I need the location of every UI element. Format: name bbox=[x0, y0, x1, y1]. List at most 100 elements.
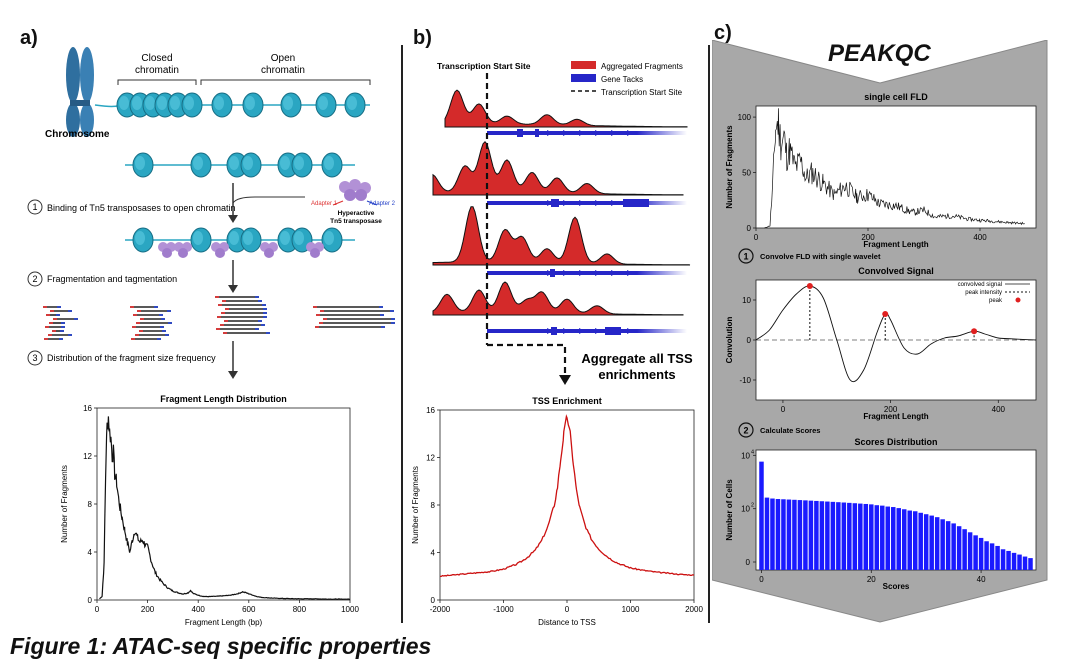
gene-direction-arrow bbox=[563, 270, 569, 276]
c-step2: 2 Calculate Scores bbox=[738, 422, 820, 438]
x-tick-label: 1000 bbox=[622, 605, 640, 614]
gene-direction-arrow bbox=[595, 130, 601, 136]
gene-direction-arrow bbox=[595, 328, 601, 334]
chromosome-label: Chromosome bbox=[45, 129, 110, 140]
step1-badge bbox=[27, 199, 43, 215]
x-tick-label: 20 bbox=[867, 575, 876, 584]
score-bar bbox=[962, 529, 967, 570]
y-tick-label: 12 bbox=[426, 454, 435, 463]
nucleosome-icon bbox=[190, 227, 212, 253]
gene-direction-arrow bbox=[563, 130, 569, 136]
y-tick-label: 0 bbox=[746, 558, 751, 567]
legend-swatch-gene bbox=[571, 74, 596, 82]
x-tick-label: 200 bbox=[141, 605, 155, 614]
x-tick-label: 200 bbox=[884, 405, 898, 414]
score-bar bbox=[803, 500, 808, 570]
score-bar bbox=[847, 502, 852, 570]
peak-marker bbox=[971, 328, 978, 335]
gene-track bbox=[487, 131, 687, 135]
fld-series-line bbox=[99, 416, 351, 601]
panel-label-a: a) bbox=[20, 27, 38, 49]
gene-direction-arrow bbox=[627, 200, 633, 206]
score-bar bbox=[880, 505, 885, 570]
x-tick-label: 400 bbox=[973, 233, 987, 242]
score-bar bbox=[841, 502, 847, 570]
gene-direction-arrow bbox=[627, 270, 633, 276]
score-bar bbox=[775, 499, 781, 570]
step3-text: Distribution of the fragment size freque… bbox=[47, 353, 216, 363]
y-axis-label: Number of Cells bbox=[725, 479, 734, 541]
divider-bc bbox=[708, 45, 710, 623]
gene-direction-arrow bbox=[595, 270, 601, 276]
score-bar bbox=[1000, 549, 1006, 570]
x-tick-label: 800 bbox=[293, 605, 307, 614]
y-tick-label: 16 bbox=[426, 406, 435, 415]
nucleosome-icon bbox=[181, 92, 203, 118]
x-tick-label: 1000 bbox=[341, 605, 359, 614]
y-tick-label: 12 bbox=[83, 452, 92, 461]
x-axis-label: Fragment Length (bp) bbox=[185, 618, 263, 627]
y-axis-label: Number of Fragments bbox=[725, 125, 734, 209]
legend-gene: Gene Tacks bbox=[601, 75, 643, 84]
legend-peak: peak bbox=[989, 298, 1003, 304]
score-bar bbox=[973, 535, 978, 570]
chart-title: single cell FLD bbox=[864, 92, 928, 102]
transposase-icon bbox=[332, 179, 378, 206]
score-bar bbox=[978, 537, 984, 570]
score-bar bbox=[989, 543, 995, 570]
nucleosome-icon bbox=[190, 152, 212, 178]
y-tick-label: 100 bbox=[738, 113, 752, 122]
transposase-icon bbox=[158, 242, 176, 258]
x-axis-label: Distance to TSS bbox=[538, 618, 596, 627]
x-tick-label: 0 bbox=[95, 605, 100, 614]
legend-aggregated: Aggregated Fragments bbox=[601, 62, 683, 71]
nucleosome-icon bbox=[321, 227, 343, 253]
gene-direction-arrow bbox=[627, 328, 633, 334]
peak-marker bbox=[806, 283, 813, 289]
x-tick-label: 400 bbox=[992, 405, 1006, 414]
gene-direction-arrow bbox=[611, 328, 617, 334]
gene-exon bbox=[517, 129, 523, 137]
gene-exon bbox=[551, 199, 559, 207]
y-tick-label: 10 bbox=[741, 505, 750, 514]
nucleosome-icon bbox=[321, 152, 343, 178]
score-bar bbox=[759, 461, 764, 570]
step2-number: 2 bbox=[32, 274, 37, 284]
gene-direction-arrow bbox=[595, 200, 601, 206]
sc-fld-series-line bbox=[764, 108, 1025, 229]
y-tick-label: 4 bbox=[431, 549, 436, 558]
nucleosome-icon bbox=[132, 227, 154, 253]
x-tick-label: 0 bbox=[565, 605, 570, 614]
y-tick-label: -10 bbox=[739, 376, 751, 385]
legend-peak-intensity: peak intensity bbox=[965, 290, 1002, 296]
transposase-label: Hyperactive Tn5 transposase bbox=[330, 210, 382, 225]
y-axis-label: Number of Fragments bbox=[60, 465, 69, 543]
nucleosome-icon bbox=[242, 92, 264, 118]
score-bar bbox=[956, 526, 962, 570]
score-bar bbox=[825, 501, 830, 570]
score-bar bbox=[923, 514, 929, 570]
score-bar bbox=[891, 507, 896, 570]
x-axis-label: Scores bbox=[883, 582, 910, 591]
x-tick-label: 0 bbox=[759, 575, 764, 584]
c-step2-number: 2 bbox=[743, 426, 748, 436]
score-bar bbox=[1006, 550, 1011, 570]
score-bar bbox=[945, 521, 951, 570]
score-bar bbox=[830, 501, 836, 570]
score-bar bbox=[929, 515, 934, 570]
step2-text: Fragmentation and tagmentation bbox=[47, 274, 177, 284]
legend-tss: Transcription Start Site bbox=[601, 88, 683, 97]
legend-swatch-aggregated bbox=[571, 61, 596, 69]
score-bar bbox=[808, 500, 814, 570]
gene-direction-arrow bbox=[579, 200, 585, 206]
chart-title: Scores Distribution bbox=[854, 437, 937, 447]
score-bar bbox=[792, 499, 797, 570]
adapter2-label: Adapter 2 bbox=[369, 201, 396, 207]
gene-exon bbox=[535, 129, 539, 137]
x-axis-label: Fragment Length bbox=[863, 240, 928, 249]
y-axis-label: Number of Fragments bbox=[411, 466, 420, 544]
gene-track bbox=[487, 201, 687, 205]
gene-direction-arrow bbox=[563, 328, 569, 334]
convolved-signal-line bbox=[755, 285, 1037, 383]
gene-exon bbox=[623, 199, 649, 207]
